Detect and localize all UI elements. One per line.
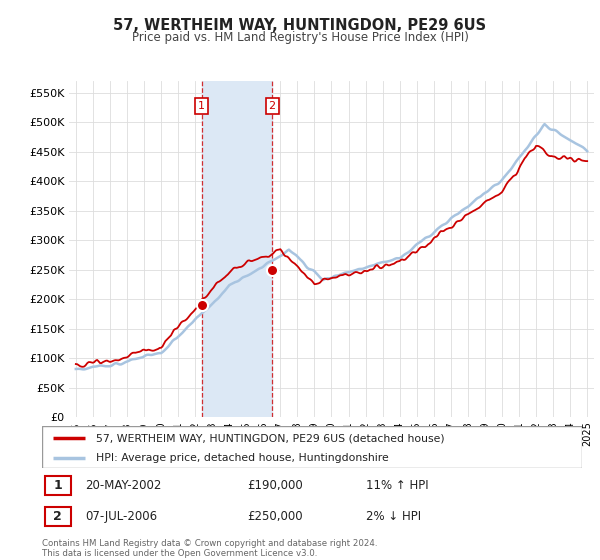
Bar <box>202 81 272 417</box>
Text: 57, WERTHEIM WAY, HUNTINGDON, PE29 6US: 57, WERTHEIM WAY, HUNTINGDON, PE29 6US <box>113 18 487 33</box>
Text: Price paid vs. HM Land Registry's House Price Index (HPI): Price paid vs. HM Land Registry's House … <box>131 31 469 44</box>
Text: 11% ↑ HPI: 11% ↑ HPI <box>366 479 428 492</box>
Text: £190,000: £190,000 <box>247 479 303 492</box>
Text: 1: 1 <box>53 479 62 492</box>
Text: 2: 2 <box>53 510 62 523</box>
Text: 2: 2 <box>269 101 276 111</box>
Bar <box>45 507 71 526</box>
Text: 1: 1 <box>198 101 205 111</box>
Text: 2% ↓ HPI: 2% ↓ HPI <box>366 510 421 523</box>
Bar <box>45 477 71 495</box>
Text: Contains HM Land Registry data © Crown copyright and database right 2024.
This d: Contains HM Land Registry data © Crown c… <box>42 539 377 558</box>
Text: 20-MAY-2002: 20-MAY-2002 <box>85 479 161 492</box>
Text: HPI: Average price, detached house, Huntingdonshire: HPI: Average price, detached house, Hunt… <box>96 454 389 463</box>
Text: 07-JUL-2006: 07-JUL-2006 <box>85 510 157 523</box>
Text: £250,000: £250,000 <box>247 510 303 523</box>
Text: 57, WERTHEIM WAY, HUNTINGDON, PE29 6US (detached house): 57, WERTHEIM WAY, HUNTINGDON, PE29 6US (… <box>96 433 445 443</box>
